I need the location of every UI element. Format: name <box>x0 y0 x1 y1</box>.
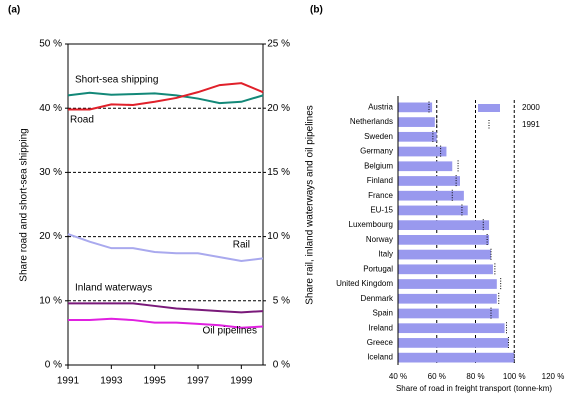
y-tick-label: Austria <box>368 102 393 111</box>
y2-tick-label: 25 % <box>267 39 290 50</box>
series-line <box>68 82 264 111</box>
y-tick-label: 30 % <box>39 167 62 178</box>
legend-label: 2000 <box>522 103 540 112</box>
y-tick-label: 10 % <box>39 295 62 306</box>
y-tick-label: Netherlands <box>350 117 393 126</box>
x-tick-label: 100 % <box>503 372 526 381</box>
series-label: Oil pipelines <box>203 326 257 337</box>
x-tick-label: 120 % <box>542 372 565 381</box>
y-tick-label: Iceland <box>367 353 393 362</box>
y2-tick-label: 0 % <box>273 360 290 371</box>
panel-label: (a) <box>8 5 20 16</box>
x-tick-label: 60 % <box>428 372 446 381</box>
y-tick-label: 0 % <box>45 360 62 371</box>
y-tick-label: Portugal <box>363 264 393 273</box>
bar <box>398 323 505 334</box>
x-tick-label: 40 % <box>389 372 407 381</box>
bar <box>398 102 433 113</box>
y2-tick-label: 10 % <box>267 231 290 242</box>
x-tick-label: 1993 <box>100 376 123 387</box>
x-tick-label: 1995 <box>144 376 167 387</box>
y-tick-label: Finland <box>367 176 393 185</box>
bar <box>398 146 447 157</box>
x-tick-label: 80 % <box>466 372 484 381</box>
bar <box>398 161 453 172</box>
y-tick-label: Sweden <box>364 132 393 141</box>
y-tick-label: Belgium <box>364 161 393 170</box>
y-tick-label: Luxembourg <box>349 220 393 229</box>
series-label: Short-sea shipping <box>75 75 158 86</box>
bar <box>398 205 468 216</box>
bar <box>398 117 435 127</box>
bar <box>398 190 464 201</box>
y-tick-label: 40 % <box>39 103 62 114</box>
series-label: Road <box>70 115 94 126</box>
y2-tick-label: 20 % <box>267 103 290 114</box>
y-tick-label: 20 % <box>39 231 62 242</box>
y-tick-label: EU-15 <box>370 206 393 215</box>
y-axis-title: Share road and short-sea shipping <box>19 128 30 281</box>
legend-label: 1991 <box>522 120 540 129</box>
y2-tick-label: 5 % <box>273 295 290 306</box>
bar <box>398 235 490 245</box>
legend-swatch <box>478 104 500 112</box>
y-tick-label: Germany <box>360 147 393 156</box>
x-tick-label: 1999 <box>230 376 253 387</box>
y-tick-label: United Kingdom <box>336 279 393 288</box>
y-tick-label: Norway <box>366 235 393 244</box>
series-line <box>67 91 264 105</box>
y-tick-label: Italy <box>378 250 393 259</box>
x-tick-label: 1991 <box>57 376 80 387</box>
bar <box>398 131 437 142</box>
bar <box>398 264 493 275</box>
x-tick-label: 1997 <box>187 376 210 387</box>
series-line <box>67 233 264 263</box>
bar <box>398 220 490 230</box>
series-line <box>68 302 264 314</box>
bar <box>398 338 509 348</box>
plot-frame <box>67 43 264 366</box>
bar <box>398 308 499 319</box>
bar <box>398 352 515 363</box>
bar <box>398 279 497 289</box>
series-line <box>68 317 264 329</box>
y-tick-label: Denmark <box>361 294 394 303</box>
y-tick-label: France <box>368 191 393 200</box>
y2-tick-label: 15 % <box>267 167 290 178</box>
series-label: Rail <box>233 240 250 251</box>
bar <box>398 249 491 260</box>
y2-axis-title: Share rail, inland waterways and oil pip… <box>305 105 316 305</box>
y-tick-label: Greece <box>367 338 394 347</box>
y-tick-label: Spain <box>373 309 393 318</box>
panel-label: (b) <box>310 5 323 16</box>
y-tick-label: Ireland <box>369 323 393 332</box>
series-label: Inland waterways <box>75 283 152 294</box>
y-tick-label: 50 % <box>39 39 62 50</box>
x-axis-title: Share of road in freight transport (tonn… <box>396 384 552 393</box>
bar <box>398 293 497 304</box>
bar <box>398 176 460 186</box>
